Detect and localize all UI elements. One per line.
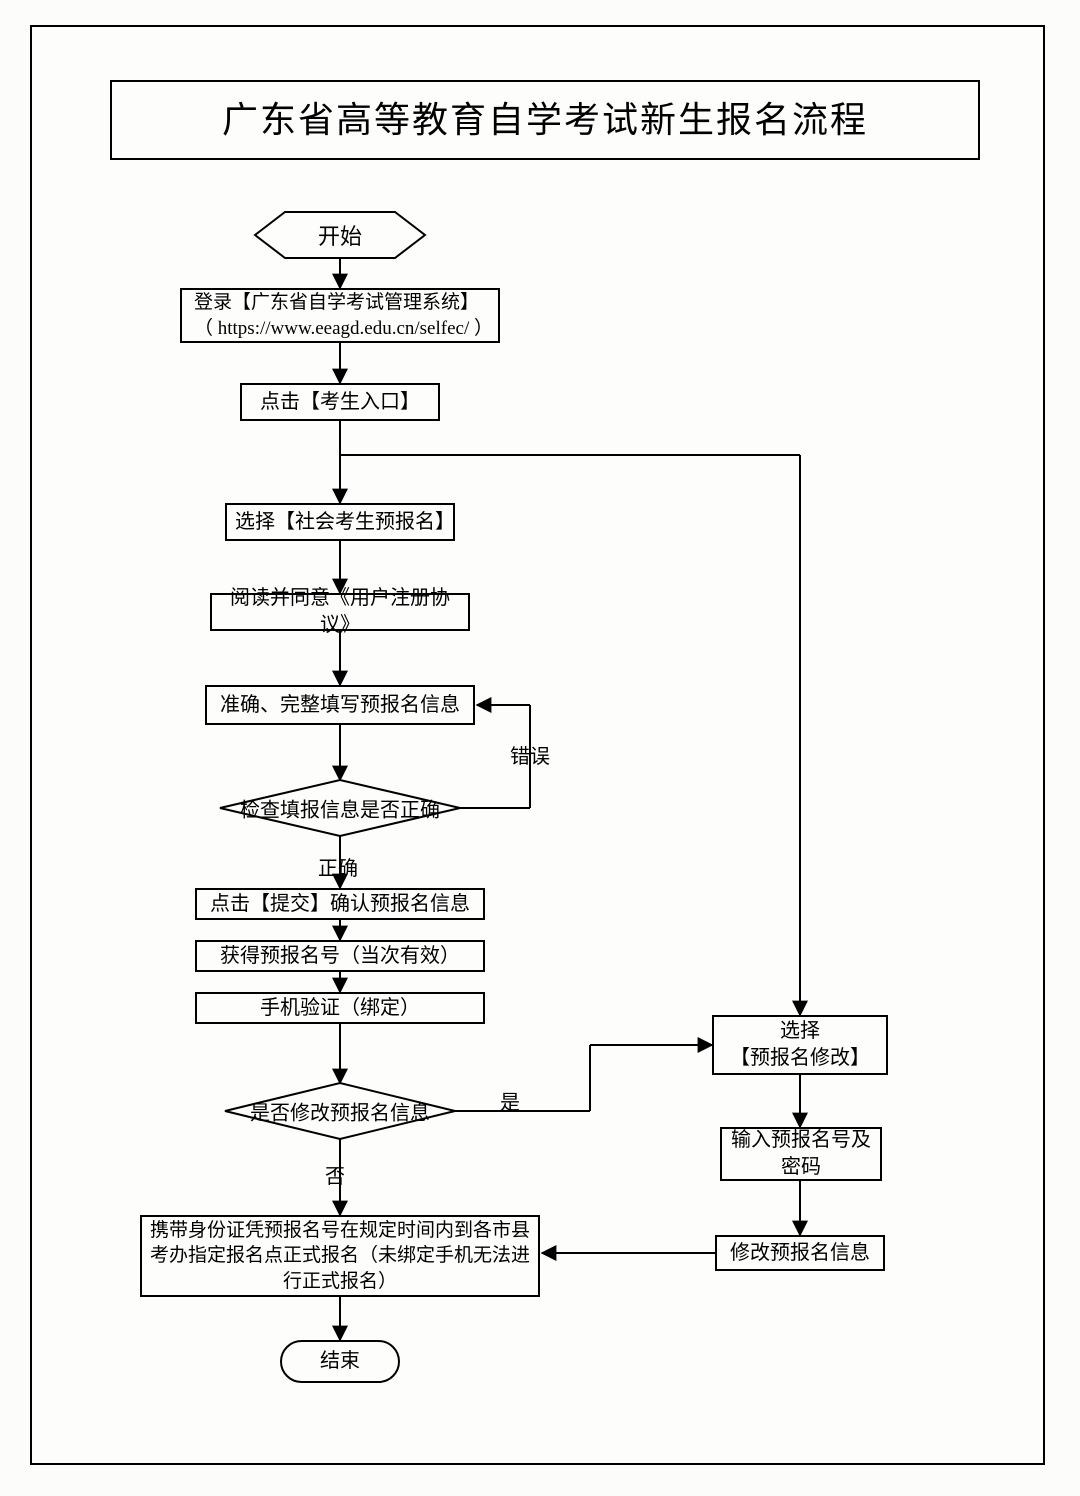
final-node: 携带身份证凭预报名号在规定时间内到各市县考办指定报名点正式报名（未绑定手机无法进… bbox=[140, 1215, 540, 1297]
wrong-text: 错误 bbox=[510, 746, 550, 768]
prereg-node: 选择【社会考生预报名】 bbox=[225, 503, 455, 541]
agree-node: 阅读并同意《用户注册协议》 bbox=[210, 593, 470, 631]
start-node: 开始 bbox=[318, 219, 362, 251]
no-text: 否 bbox=[325, 1166, 345, 1188]
phone-node: 手机验证（绑定） bbox=[195, 992, 485, 1024]
flowchart-page: 广东省高等教育自学考试新生报名流程 开始 登录【广东省自学考试管理系统】 （ h… bbox=[0, 0, 1080, 1496]
start-label: 开始 bbox=[318, 224, 362, 249]
sel-modify-l1: 选择 bbox=[730, 1018, 870, 1045]
login-text: 登录【广东省自学考试管理系统】 （ https://www.eeagd.edu.… bbox=[194, 290, 490, 341]
end-label: 结束 bbox=[320, 1348, 360, 1375]
enter-label: 点击【考生入口】 bbox=[260, 389, 420, 416]
agree-label: 阅读并同意《用户注册协议》 bbox=[220, 585, 460, 639]
end-node: 结束 bbox=[280, 1340, 400, 1383]
select-modify-node: 选择 【预报名修改】 bbox=[712, 1015, 888, 1075]
phone-label: 手机验证（绑定） bbox=[260, 995, 420, 1022]
input-num-node: 输入预报名号及密码 bbox=[720, 1127, 882, 1181]
title-box: 广东省高等教育自学考试新生报名流程 bbox=[110, 80, 980, 160]
login-line1: 登录【广东省自学考试管理系统】 bbox=[194, 290, 490, 316]
select-modify-text: 选择 【预报名修改】 bbox=[730, 1018, 870, 1072]
prereg-label: 选择【社会考生预报名】 bbox=[235, 509, 445, 536]
sel-modify-l2: 【预报名修改】 bbox=[730, 1045, 870, 1072]
correct-label: 正确 bbox=[318, 852, 358, 881]
no-label: 否 bbox=[325, 1160, 345, 1189]
final-label: 携带身份证凭预报名号在规定时间内到各市县考办指定报名点正式报名（未绑定手机无法进… bbox=[150, 1218, 530, 1295]
input-num-label: 输入预报名号及密码 bbox=[730, 1127, 872, 1181]
enter-node: 点击【考生入口】 bbox=[240, 383, 440, 421]
title-text: 广东省高等教育自学考试新生报名流程 bbox=[222, 96, 868, 145]
login-line2: （ https://www.eeagd.edu.cn/selfec/ ） bbox=[194, 316, 490, 342]
yes-label: 是 bbox=[500, 1086, 520, 1115]
login-node: 登录【广东省自学考试管理系统】 （ https://www.eeagd.edu.… bbox=[180, 288, 500, 343]
correct-text: 正确 bbox=[318, 858, 358, 880]
yes-text: 是 bbox=[500, 1092, 520, 1114]
submit-node: 点击【提交】确认预报名信息 bbox=[195, 888, 485, 920]
fill-node: 准确、完整填写预报名信息 bbox=[205, 685, 475, 725]
do-modify-label: 修改预报名信息 bbox=[730, 1240, 870, 1267]
submit-label: 点击【提交】确认预报名信息 bbox=[210, 891, 470, 918]
getnum-label: 获得预报名号（当次有效） bbox=[220, 943, 460, 970]
wrong-label: 错误 bbox=[510, 740, 550, 769]
fill-label: 准确、完整填写预报名信息 bbox=[220, 692, 460, 719]
getnum-node: 获得预报名号（当次有效） bbox=[195, 940, 485, 972]
do-modify-node: 修改预报名信息 bbox=[715, 1235, 885, 1271]
